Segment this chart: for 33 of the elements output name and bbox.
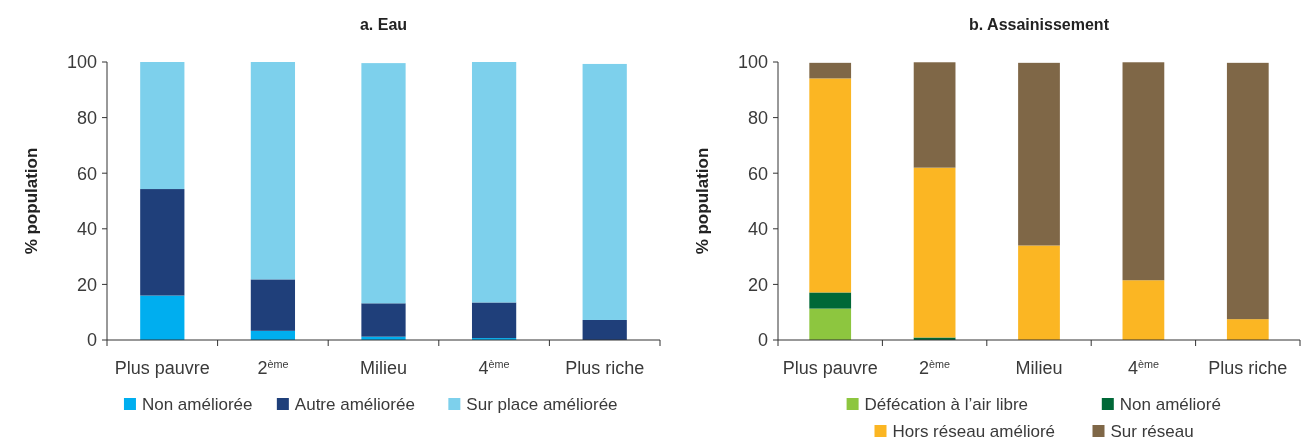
x-tick-label: 2$^{ème}$	[257, 358, 289, 378]
legend-label: Hors réseau amélioré	[892, 422, 1056, 441]
y-tick-label: 100	[737, 52, 768, 73]
x-tick-label: Plus pauvre	[782, 358, 878, 378]
x-tick-label: 4$^{ème}$	[1127, 358, 1159, 378]
x-tick-label: 4$^{ème}$	[478, 358, 510, 378]
y-tick-label: 40	[76, 219, 97, 240]
y-tick-label: 80	[76, 107, 97, 128]
legend-label: Non améliorée	[141, 395, 253, 414]
y-tick-label: 100	[66, 52, 97, 73]
x-tick-label: Plus pauvre	[114, 358, 210, 378]
y-tick-label: 60	[747, 163, 768, 184]
chart-title: b. Assainissement	[969, 16, 1110, 33]
y-tick-label: 0	[757, 330, 768, 351]
y-tick-label: 60	[76, 163, 97, 184]
y-tick-label: 20	[747, 274, 768, 295]
x-tick-label: Plus riche	[565, 358, 645, 378]
y-axis-title: % population	[693, 147, 712, 255]
x-tick-label: Plus riche	[1208, 358, 1288, 378]
legend-label: Sur réseau	[1110, 422, 1194, 441]
y-tick-label: 80	[747, 107, 768, 128]
chart-title: a. Eau	[359, 16, 408, 33]
legend-label: Défécation à l’air libre	[864, 395, 1029, 414]
legend-label: Sur place améliorée	[466, 395, 618, 414]
x-tick-label: Milieu	[359, 358, 408, 378]
legend-label: Non amélioré	[1119, 395, 1221, 414]
y-tick-label: 20	[76, 274, 97, 295]
legend-label: Autre améliorée	[294, 395, 415, 414]
y-tick-label: 0	[86, 330, 97, 351]
x-tick-label: 2$^{ème}$	[919, 358, 951, 378]
y-axis-title: % population	[22, 147, 41, 255]
y-tick-label: 40	[747, 219, 768, 240]
x-tick-label: Milieu	[1015, 358, 1063, 378]
